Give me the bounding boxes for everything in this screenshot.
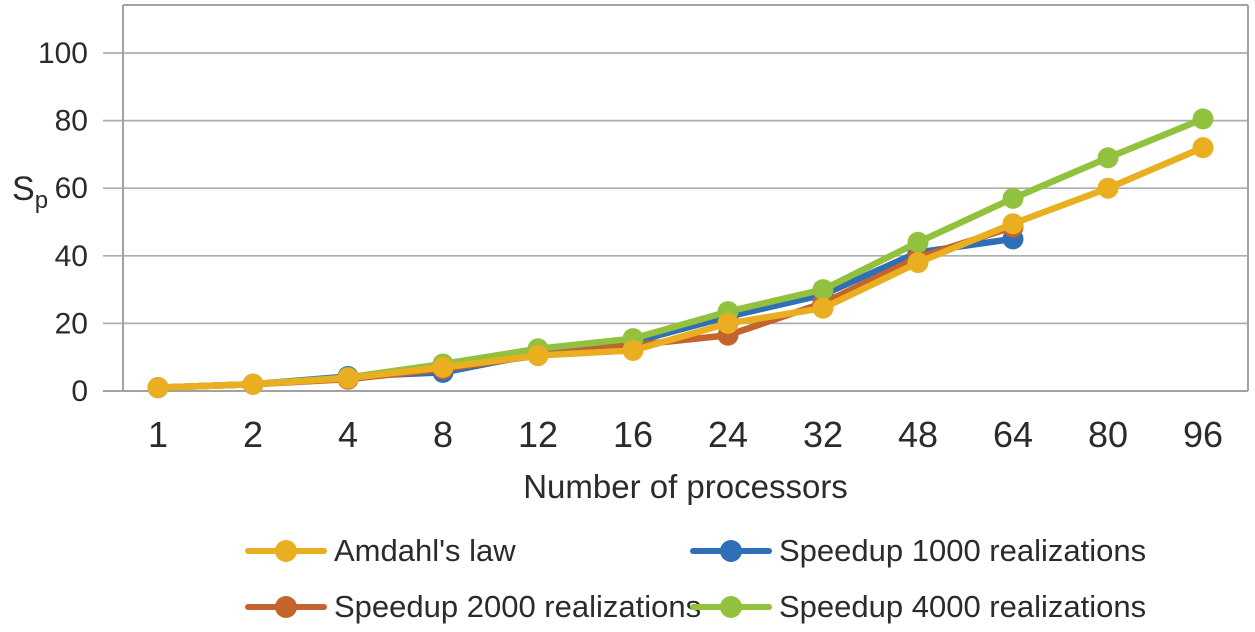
data-point-marker-amdahl-s-law [1002,213,1024,235]
x-tick-label-80: 80 [1088,414,1128,455]
y-tick-label-20: 20 [55,307,88,340]
legend-item-amdahls-law: Amdahl's law [245,534,516,568]
y-tick-label-0: 0 [71,375,88,408]
data-point-marker-amdahl-s-law [147,377,169,399]
data-point-marker-amdahl-s-law [432,356,454,378]
data-point-marker-amdahl-s-law [1097,177,1119,199]
x-tick-label-8: 8 [433,414,453,455]
legend-label: Speedup 4000 realizations [779,589,1147,624]
data-point-marker-amdahl-s-law [907,252,929,274]
y-tick-label-80: 80 [55,105,88,138]
circle-marker-icon [720,596,742,618]
legend-swatch-amdahls-law [245,534,327,568]
y-tick-label-40: 40 [55,240,88,273]
data-point-marker-speedup-4000-realizations [1097,147,1119,169]
x-tick-label-32: 32 [803,414,843,455]
x-tick-label-64: 64 [993,414,1033,455]
legend-swatch-speedup-1000 [690,534,772,568]
data-point-marker-amdahl-s-law [242,373,264,395]
circle-marker-icon [275,540,297,562]
data-point-marker-speedup-4000-realizations [907,231,929,253]
x-axis-title: Number of processors [523,468,848,505]
data-point-marker-amdahl-s-law [527,345,549,367]
x-tick-label-16: 16 [613,414,653,455]
y-tick-label-100: 100 [38,37,88,70]
x-tick-label-48: 48 [898,414,938,455]
series-line-amdahl-s-law [154,144,1207,391]
data-point-marker-amdahl-s-law [622,339,644,361]
legend-item-speedup-2000: Speedup 2000 realizations [245,590,701,624]
legend-item-speedup-4000: Speedup 4000 realizations [690,590,1146,624]
circle-marker-icon [275,596,297,618]
data-point-marker-speedup-4000-realizations [812,279,834,301]
series-line-speedup-2000-realizations [154,223,1017,391]
y-axis-title: Sp [12,170,48,214]
circle-marker-icon [720,540,742,562]
x-tick-label-24: 24 [708,414,748,455]
series-line-speedup-4000-realizations [154,115,1207,391]
x-tick-label-4: 4 [338,414,358,455]
data-point-marker-amdahl-s-law [337,367,359,389]
legend-swatch-speedup-4000 [690,590,772,624]
data-point-marker-amdahl-s-law [717,312,739,334]
x-tick-label-2: 2 [243,414,263,455]
legend-item-speedup-1000: Speedup 1000 realizations [690,534,1146,568]
legend-swatch-speedup-2000 [245,590,327,624]
legend-label: Amdahl's law [334,533,516,568]
data-point-marker-speedup-4000-realizations [1192,108,1214,130]
data-point-marker-amdahl-s-law [1192,137,1214,159]
legend-label: Speedup 1000 realizations [779,533,1147,568]
x-tick-label-96: 96 [1183,414,1223,455]
legend-label: Speedup 2000 realizations [334,589,702,624]
data-point-marker-speedup-4000-realizations [1002,187,1024,209]
x-tick-label-1: 1 [148,414,168,455]
y-tick-label-60: 60 [55,172,88,205]
x-tick-label-12: 12 [518,414,558,455]
data-point-marker-amdahl-s-law [812,297,834,319]
